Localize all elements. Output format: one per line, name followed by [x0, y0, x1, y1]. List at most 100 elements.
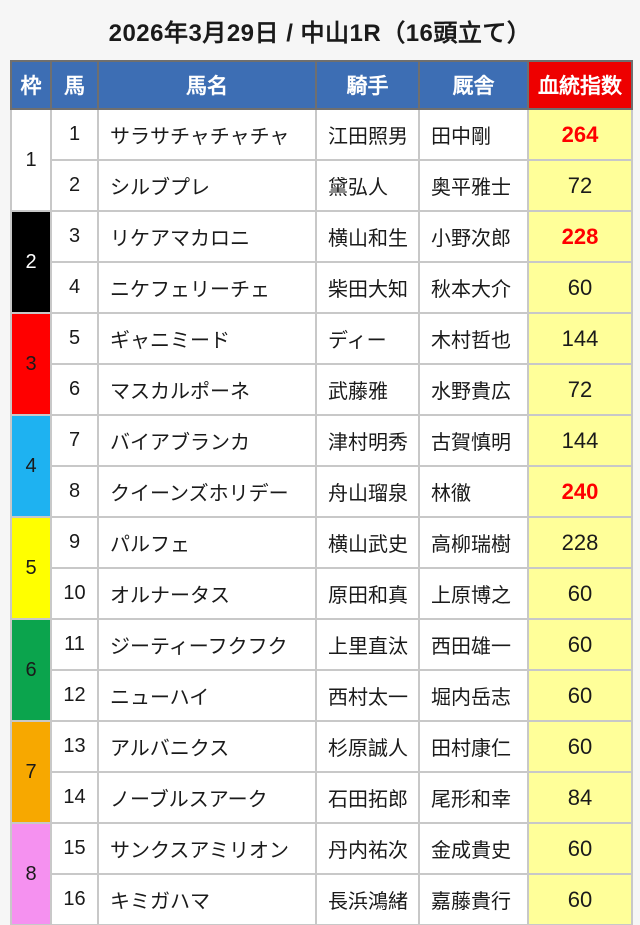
horse-name-cell: キミガハマ [97, 873, 317, 925]
horse-name-cell: サラサチャチャチャ [97, 108, 317, 161]
jockey-cell: 柴田大知 [315, 261, 420, 314]
table-row: 6 11 ジーティーフクフク 上里直汰 西田雄一 60 [10, 618, 633, 722]
blood-index-cell: 144 [527, 312, 633, 365]
table-row: 2 3 リケアマカロニ 横山和生 小野次郎 228 [10, 210, 633, 314]
table-row: 14 ノーブルスアーク 石田拓郎 尾形和幸 84 [11, 771, 633, 824]
stable-cell: 西田雄一 [418, 618, 529, 671]
frame-cell: 4 [10, 414, 52, 518]
horse-name-cell: ニューハイ [97, 669, 317, 722]
horse-name-cell: ノーブルスアーク [97, 771, 317, 824]
jockey-cell: 西村太一 [315, 669, 420, 722]
blood-index-cell: 264 [527, 108, 633, 161]
stable-cell: 田中剛 [418, 108, 529, 161]
horse-name-cell: オルナータス [97, 567, 317, 620]
frame-cell: 5 [10, 516, 52, 620]
blood-index-cell: 60 [527, 720, 633, 773]
horse-number-cell: 10 [50, 567, 99, 620]
horse-name-cell: シルブプレ [97, 159, 317, 212]
blood-index-cell: 144 [527, 414, 633, 467]
header-jockey: 騎手 [315, 60, 420, 110]
horse-number-cell: 4 [50, 261, 99, 314]
horse-number-cell: 9 [50, 516, 99, 569]
table-row: 12 ニューハイ 西村太一 堀内岳志 60 [11, 669, 633, 722]
blood-index-cell: 240 [527, 465, 633, 518]
horse-number-cell: 3 [50, 210, 99, 263]
horse-name-cell: サンクスアミリオン [97, 822, 317, 875]
table-row: 5 9 パルフェ 横山武史 高柳瑞樹 228 [10, 516, 633, 620]
stable-cell: 金成貴史 [418, 822, 529, 875]
horse-name-cell: ギャニミード [97, 312, 317, 365]
header-stable: 厩舎 [418, 60, 529, 110]
table-row: 8 クイーンズホリデー 舟山瑠泉 林徹 240 [11, 465, 633, 518]
jockey-cell: 丹内祐次 [315, 822, 420, 875]
horse-number-cell: 6 [50, 363, 99, 416]
horse-number-cell: 2 [50, 159, 99, 212]
table-row: 4 7 バイアブランカ 津村明秀 古賀慎明 144 [10, 414, 633, 518]
horse-number-cell: 11 [50, 618, 99, 671]
horse-name-cell: ニケフェリーチェ [97, 261, 317, 314]
blood-index-cell: 60 [527, 669, 633, 722]
stable-cell: 田村康仁 [418, 720, 529, 773]
blood-index-cell: 60 [527, 618, 633, 671]
stable-cell: 高柳瑞樹 [418, 516, 529, 569]
blood-index-cell: 84 [527, 771, 633, 824]
horse-name-cell: リケアマカロニ [97, 210, 317, 263]
frame-cell: 2 [10, 210, 52, 314]
blood-index-cell: 60 [527, 822, 633, 875]
stable-cell: 水野貴広 [418, 363, 529, 416]
table-row: 2 シルブプレ 黛弘人 奥平雅士 72 [11, 159, 633, 212]
header-frame: 枠 [10, 60, 52, 110]
blood-index-cell: 228 [527, 516, 633, 569]
table-row: 3 5 ギャニミード ディー 木村哲也 144 [10, 312, 633, 416]
horse-name-cell: マスカルポーネ [97, 363, 317, 416]
page-title: 2026年3月29日 / 中山1R（16頭立て） [108, 20, 532, 47]
table-row: 10 オルナータス 原田和真 上原博之 60 [11, 567, 633, 620]
stable-cell: 奥平雅士 [418, 159, 529, 212]
race-table: 枠 馬 馬名 騎手 厩舎 血統指数 1 1 サラサチャチャチャ 江田照男 田中剛 264 2… [10, 60, 633, 925]
table-row: 1 1 サラサチャチャチャ 江田照男 田中剛 264 [10, 108, 633, 212]
blood-index-cell: 72 [527, 159, 633, 212]
jockey-cell: 原田和真 [315, 567, 420, 620]
horse-number-cell: 15 [50, 822, 99, 875]
stable-cell: 堀内岳志 [418, 669, 529, 722]
stable-cell: 小野次郎 [418, 210, 529, 263]
horse-number-cell: 13 [50, 720, 99, 773]
stable-cell: 秋本大介 [418, 261, 529, 314]
horse-number-cell: 8 [50, 465, 99, 518]
stable-cell: 林徹 [418, 465, 529, 518]
table-row: 16 キミガハマ 長浜鴻緒 嘉藤貴行 60 [11, 873, 633, 925]
blood-index-cell: 60 [527, 873, 633, 925]
horse-number-cell: 1 [50, 108, 99, 161]
table-row: 4 ニケフェリーチェ 柴田大知 秋本大介 60 [11, 261, 633, 314]
stable-cell: 木村哲也 [418, 312, 529, 365]
jockey-cell: 舟山瑠泉 [315, 465, 420, 518]
header-horse-name: 馬名 [97, 60, 317, 110]
horse-number-cell: 5 [50, 312, 99, 365]
horse-number-cell: 16 [50, 873, 99, 925]
table-row: 6 マスカルポーネ 武藤雅 水野貴広 72 [11, 363, 633, 416]
header-number: 馬 [50, 60, 99, 110]
stable-cell: 尾形和幸 [418, 771, 529, 824]
horse-number-cell: 14 [50, 771, 99, 824]
blood-index-cell: 60 [527, 261, 633, 314]
jockey-cell: 横山和生 [315, 210, 420, 263]
horse-name-cell: アルバニクス [97, 720, 317, 773]
frame-cell: 3 [10, 312, 52, 416]
jockey-cell: 横山武史 [315, 516, 420, 569]
blood-index-cell: 72 [527, 363, 633, 416]
horse-name-cell: ジーティーフクフク [97, 618, 317, 671]
table-row: 7 13 アルバニクス 杉原誠人 田村康仁 60 [10, 720, 633, 824]
header-blood-index: 血統指数 [527, 60, 633, 110]
stable-cell: 嘉藤貴行 [418, 873, 529, 925]
jockey-cell: 江田照男 [315, 108, 420, 161]
horse-number-cell: 7 [50, 414, 99, 467]
blood-index-cell: 228 [527, 210, 633, 263]
frame-cell: 1 [10, 108, 52, 212]
table-row: 8 15 サンクスアミリオン 丹内祐次 金成貴史 60 [10, 822, 633, 925]
horse-name-cell: クイーンズホリデー [97, 465, 317, 518]
horse-number-cell: 12 [50, 669, 99, 722]
horse-name-cell: バイアブランカ [97, 414, 317, 467]
horse-name-cell: パルフェ [97, 516, 317, 569]
jockey-cell: ディー [315, 312, 420, 365]
jockey-cell: 石田拓郎 [315, 771, 420, 824]
